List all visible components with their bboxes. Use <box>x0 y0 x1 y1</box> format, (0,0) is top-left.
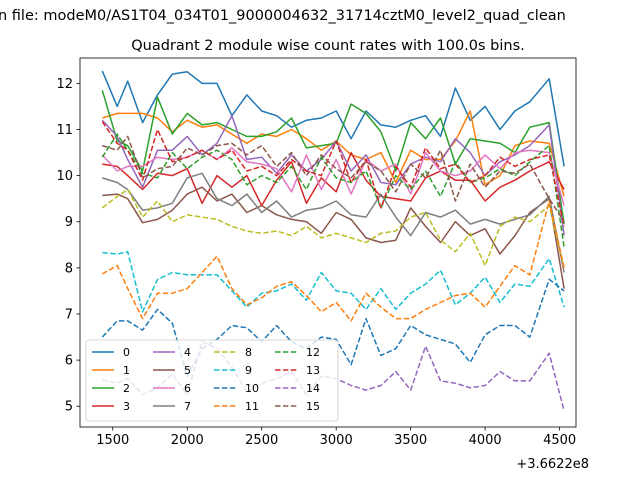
legend-label-13: 13 <box>306 364 320 377</box>
legend-label-9: 9 <box>245 364 252 377</box>
y-tick-label: 5 <box>65 400 73 415</box>
series-line-15 <box>102 135 565 223</box>
plot-data <box>101 70 565 412</box>
y-tick-label: 9 <box>65 215 73 230</box>
legend-box <box>85 339 339 422</box>
x-tick-label: 4000 <box>469 433 502 448</box>
x-tick-label: 3000 <box>320 433 353 448</box>
legend-label-4: 4 <box>184 346 191 359</box>
legend-label-12: 12 <box>306 346 320 359</box>
legend-label-2: 2 <box>123 382 130 395</box>
legend-label-1: 1 <box>123 364 130 377</box>
legend-label-0: 0 <box>123 346 130 359</box>
x-tick-label: 2000 <box>171 433 204 448</box>
legend-label-14: 14 <box>306 382 320 395</box>
chart-title: Quadrant 2 module wise count rates with … <box>131 38 525 54</box>
legend-label-15: 15 <box>306 400 320 413</box>
x-tick-label: 4500 <box>543 433 576 448</box>
x-offset-label: +3.6622e8 <box>516 457 589 472</box>
series-line-2 <box>101 90 565 225</box>
x-tick-label: 1500 <box>96 433 129 448</box>
y-tick-label: 10 <box>56 169 73 184</box>
series-line-9 <box>102 250 565 313</box>
series-line-1 <box>102 110 565 197</box>
series-line-12 <box>101 133 565 248</box>
series-line-5 <box>102 186 565 289</box>
series-line-10 <box>101 278 565 378</box>
legend-label-6: 6 <box>184 382 191 395</box>
series-line-4 <box>101 114 565 236</box>
legend-label-5: 5 <box>184 364 191 377</box>
y-tick-label: 6 <box>65 354 73 369</box>
legend-label-10: 10 <box>245 382 259 395</box>
plot-frame <box>79 57 577 428</box>
x-tick-label: 3500 <box>394 433 427 448</box>
legend-label-7: 7 <box>184 400 191 413</box>
legend-label-8: 8 <box>245 346 252 359</box>
series-line-3 <box>102 151 565 207</box>
series-line-6 <box>101 147 565 206</box>
series-line-8 <box>101 188 565 269</box>
series-line-13 <box>101 121 565 227</box>
legend-label-3: 3 <box>123 400 130 413</box>
y-tick-label: 11 <box>56 123 73 138</box>
figure-suptitle: n file: modeM0/AS1T04_034T01_9000004632_… <box>0 8 566 24</box>
y-tick-label: 12 <box>56 77 73 92</box>
x-tick-label: 2500 <box>245 433 278 448</box>
y-tick-label: 7 <box>65 307 73 322</box>
series-line-11 <box>101 200 565 322</box>
series-line-0 <box>101 70 565 167</box>
series-line-7 <box>102 172 565 273</box>
y-tick-label: 8 <box>65 261 73 276</box>
legend-label-11: 11 <box>245 400 259 413</box>
